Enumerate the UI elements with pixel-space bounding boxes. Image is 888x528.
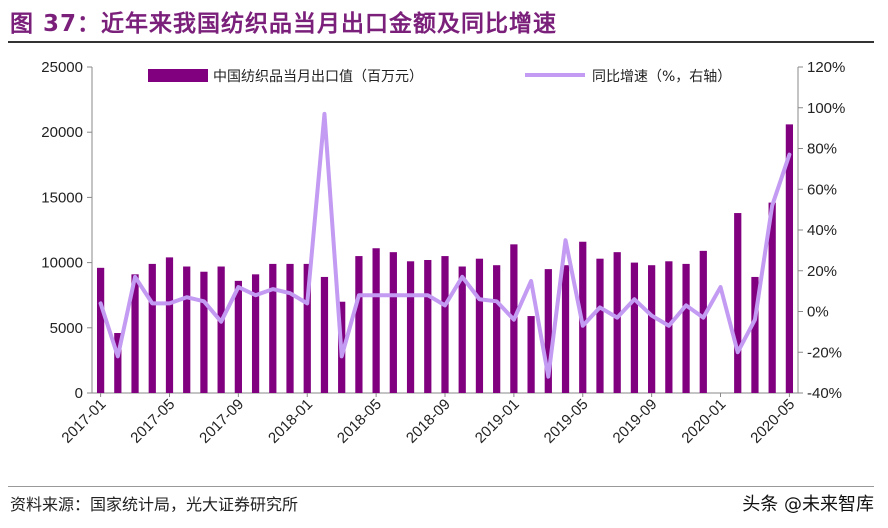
bar — [493, 265, 501, 393]
bar — [286, 263, 294, 393]
bar — [613, 252, 621, 393]
footer-divider — [8, 486, 874, 487]
growth-line — [98, 111, 792, 379]
right-tick-label: 100% — [807, 100, 845, 117]
bar-series — [96, 124, 794, 393]
bar — [458, 266, 466, 393]
bar — [251, 274, 260, 393]
x-tick-label: 2020-05 — [747, 396, 798, 447]
bar — [372, 248, 380, 393]
right-tick-label: -20% — [807, 344, 842, 361]
bar — [441, 256, 449, 393]
bar — [96, 267, 105, 393]
bar — [561, 265, 570, 393]
right-tick-label: 20% — [807, 263, 837, 280]
bar — [527, 316, 535, 393]
bar — [768, 202, 776, 393]
bar — [165, 257, 174, 393]
legend: 中国纺织品当月出口值（百万元） 同比增速（%，右轴） — [148, 69, 731, 85]
right-tick-label: 40% — [807, 222, 837, 239]
bar — [114, 333, 122, 393]
legend-bar-swatch — [148, 69, 208, 82]
title-divider — [8, 41, 874, 43]
bar — [785, 124, 794, 393]
line-series — [98, 111, 792, 379]
bar — [475, 258, 484, 393]
right-tick-label: 0% — [807, 304, 829, 321]
bar — [648, 265, 656, 393]
x-tick-label: 2019-09 — [610, 396, 661, 447]
bar — [183, 266, 191, 393]
left-tick-label: 5000 — [50, 320, 83, 337]
bar — [596, 258, 604, 393]
x-tick-label: 2019-05 — [541, 396, 592, 447]
bar — [148, 263, 156, 393]
bar — [234, 280, 242, 393]
legend-bar-label: 中国纺织品当月出口值（百万元） — [213, 69, 423, 85]
bar — [699, 250, 707, 393]
left-tick-label: 25000 — [41, 59, 83, 76]
x-tick-label: 2018-01 — [265, 396, 316, 447]
bar — [406, 261, 415, 393]
right-tick-label: 80% — [807, 141, 837, 158]
legend-line-label: 同比增速（%，右轴） — [592, 69, 731, 85]
right-tick-label: 120% — [807, 59, 845, 76]
source-note: 资料来源：国家统计局，光大证券研究所 — [10, 495, 299, 514]
x-tick-label: 2020-01 — [678, 396, 729, 447]
x-tick-label: 2018-09 — [403, 396, 454, 447]
left-tick-label: 10000 — [41, 255, 83, 272]
bar — [544, 269, 552, 393]
x-tick-label: 2017-09 — [196, 396, 247, 447]
left-tick-label: 0 — [75, 385, 83, 402]
left-tick-label: 20000 — [41, 124, 83, 141]
bar — [269, 263, 277, 393]
x-tick-label: 2017-05 — [127, 396, 178, 447]
x-tick-label: 2019-01 — [472, 396, 523, 447]
bar — [424, 259, 432, 393]
bar — [751, 276, 759, 393]
bar — [355, 256, 363, 393]
bar — [389, 252, 397, 393]
bar — [131, 274, 139, 393]
x-tick-label: 2018-05 — [334, 396, 385, 447]
bar — [303, 263, 311, 393]
right-tick-label: 60% — [807, 181, 837, 198]
bar — [734, 213, 742, 393]
chart-title: 图 37：近年来我国纺织品当月出口金额及同比增速 — [10, 11, 558, 37]
right-tick-label: -40% — [807, 385, 842, 402]
left-tick-label: 15000 — [41, 189, 83, 206]
bar — [630, 262, 639, 393]
x-tick-label: 2017-01 — [58, 396, 109, 447]
bar — [200, 271, 208, 393]
bar — [682, 263, 690, 393]
watermark: 头条 @未来智库 — [742, 494, 874, 515]
bar — [320, 276, 329, 393]
bar — [217, 266, 225, 393]
